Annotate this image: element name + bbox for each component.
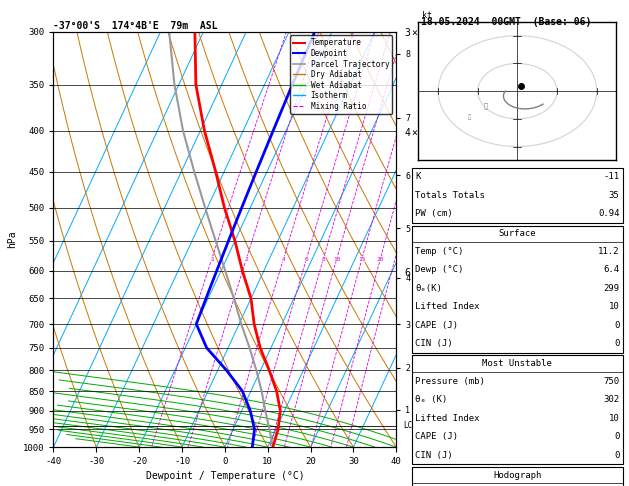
Text: 302: 302: [603, 395, 620, 404]
Text: Lifted Index: Lifted Index: [415, 302, 480, 311]
Text: CIN (J): CIN (J): [415, 451, 453, 460]
Text: Surface: Surface: [499, 229, 536, 238]
Text: θₑ(K): θₑ(K): [415, 284, 442, 293]
Text: Hodograph: Hodograph: [493, 470, 542, 480]
Text: Most Unstable: Most Unstable: [482, 359, 552, 368]
Text: kt: kt: [422, 12, 432, 20]
Text: Temp (°C): Temp (°C): [415, 247, 464, 256]
Text: CAPE (J): CAPE (J): [415, 432, 458, 441]
Text: Pressure (mb): Pressure (mb): [415, 377, 485, 386]
Legend: Temperature, Dewpoint, Parcel Trajectory, Dry Adiabat, Wet Adiabat, Isotherm, Mi: Temperature, Dewpoint, Parcel Trajectory…: [290, 35, 392, 114]
Text: -11: -11: [603, 173, 620, 181]
Text: 1: 1: [210, 257, 214, 261]
Text: 750: 750: [603, 377, 620, 386]
Text: 10: 10: [333, 257, 340, 261]
Text: 6: 6: [304, 257, 308, 261]
Text: 18.05.2024  00GMT  (Base: 06): 18.05.2024 00GMT (Base: 06): [421, 17, 592, 27]
Text: 8: 8: [321, 257, 325, 261]
Text: ⑳: ⑳: [468, 114, 471, 120]
Text: 2: 2: [245, 257, 248, 261]
Text: Lifted Index: Lifted Index: [415, 414, 480, 423]
Text: 6.4: 6.4: [603, 265, 620, 274]
Text: 0.94: 0.94: [598, 209, 620, 218]
Text: 299: 299: [603, 284, 620, 293]
Text: 20: 20: [377, 257, 384, 261]
Text: 35: 35: [609, 191, 620, 200]
Text: CAPE (J): CAPE (J): [415, 321, 458, 330]
Y-axis label: km
ASL: km ASL: [446, 230, 461, 249]
Text: 10: 10: [609, 302, 620, 311]
Text: CIN (J): CIN (J): [415, 339, 453, 348]
Text: 10: 10: [609, 414, 620, 423]
Text: Dewp (°C): Dewp (°C): [415, 265, 464, 274]
Text: 0: 0: [614, 451, 620, 460]
Text: 15: 15: [358, 257, 365, 261]
Y-axis label: hPa: hPa: [8, 230, 18, 248]
Text: θₑ (K): θₑ (K): [415, 395, 447, 404]
X-axis label: Dewpoint / Temperature (°C): Dewpoint / Temperature (°C): [145, 471, 304, 482]
Text: Totals Totals: Totals Totals: [415, 191, 485, 200]
Text: K: K: [415, 173, 421, 181]
Text: 0: 0: [614, 339, 620, 348]
Text: ⑳: ⑳: [484, 103, 487, 109]
Text: 11.2: 11.2: [598, 247, 620, 256]
Text: 4: 4: [282, 257, 286, 261]
Text: 0: 0: [614, 321, 620, 330]
Text: LCL: LCL: [403, 421, 417, 430]
Text: -37°00'S  174°4B'E  79m  ASL: -37°00'S 174°4B'E 79m ASL: [53, 21, 218, 31]
Text: PW (cm): PW (cm): [415, 209, 453, 218]
Text: 0: 0: [614, 432, 620, 441]
